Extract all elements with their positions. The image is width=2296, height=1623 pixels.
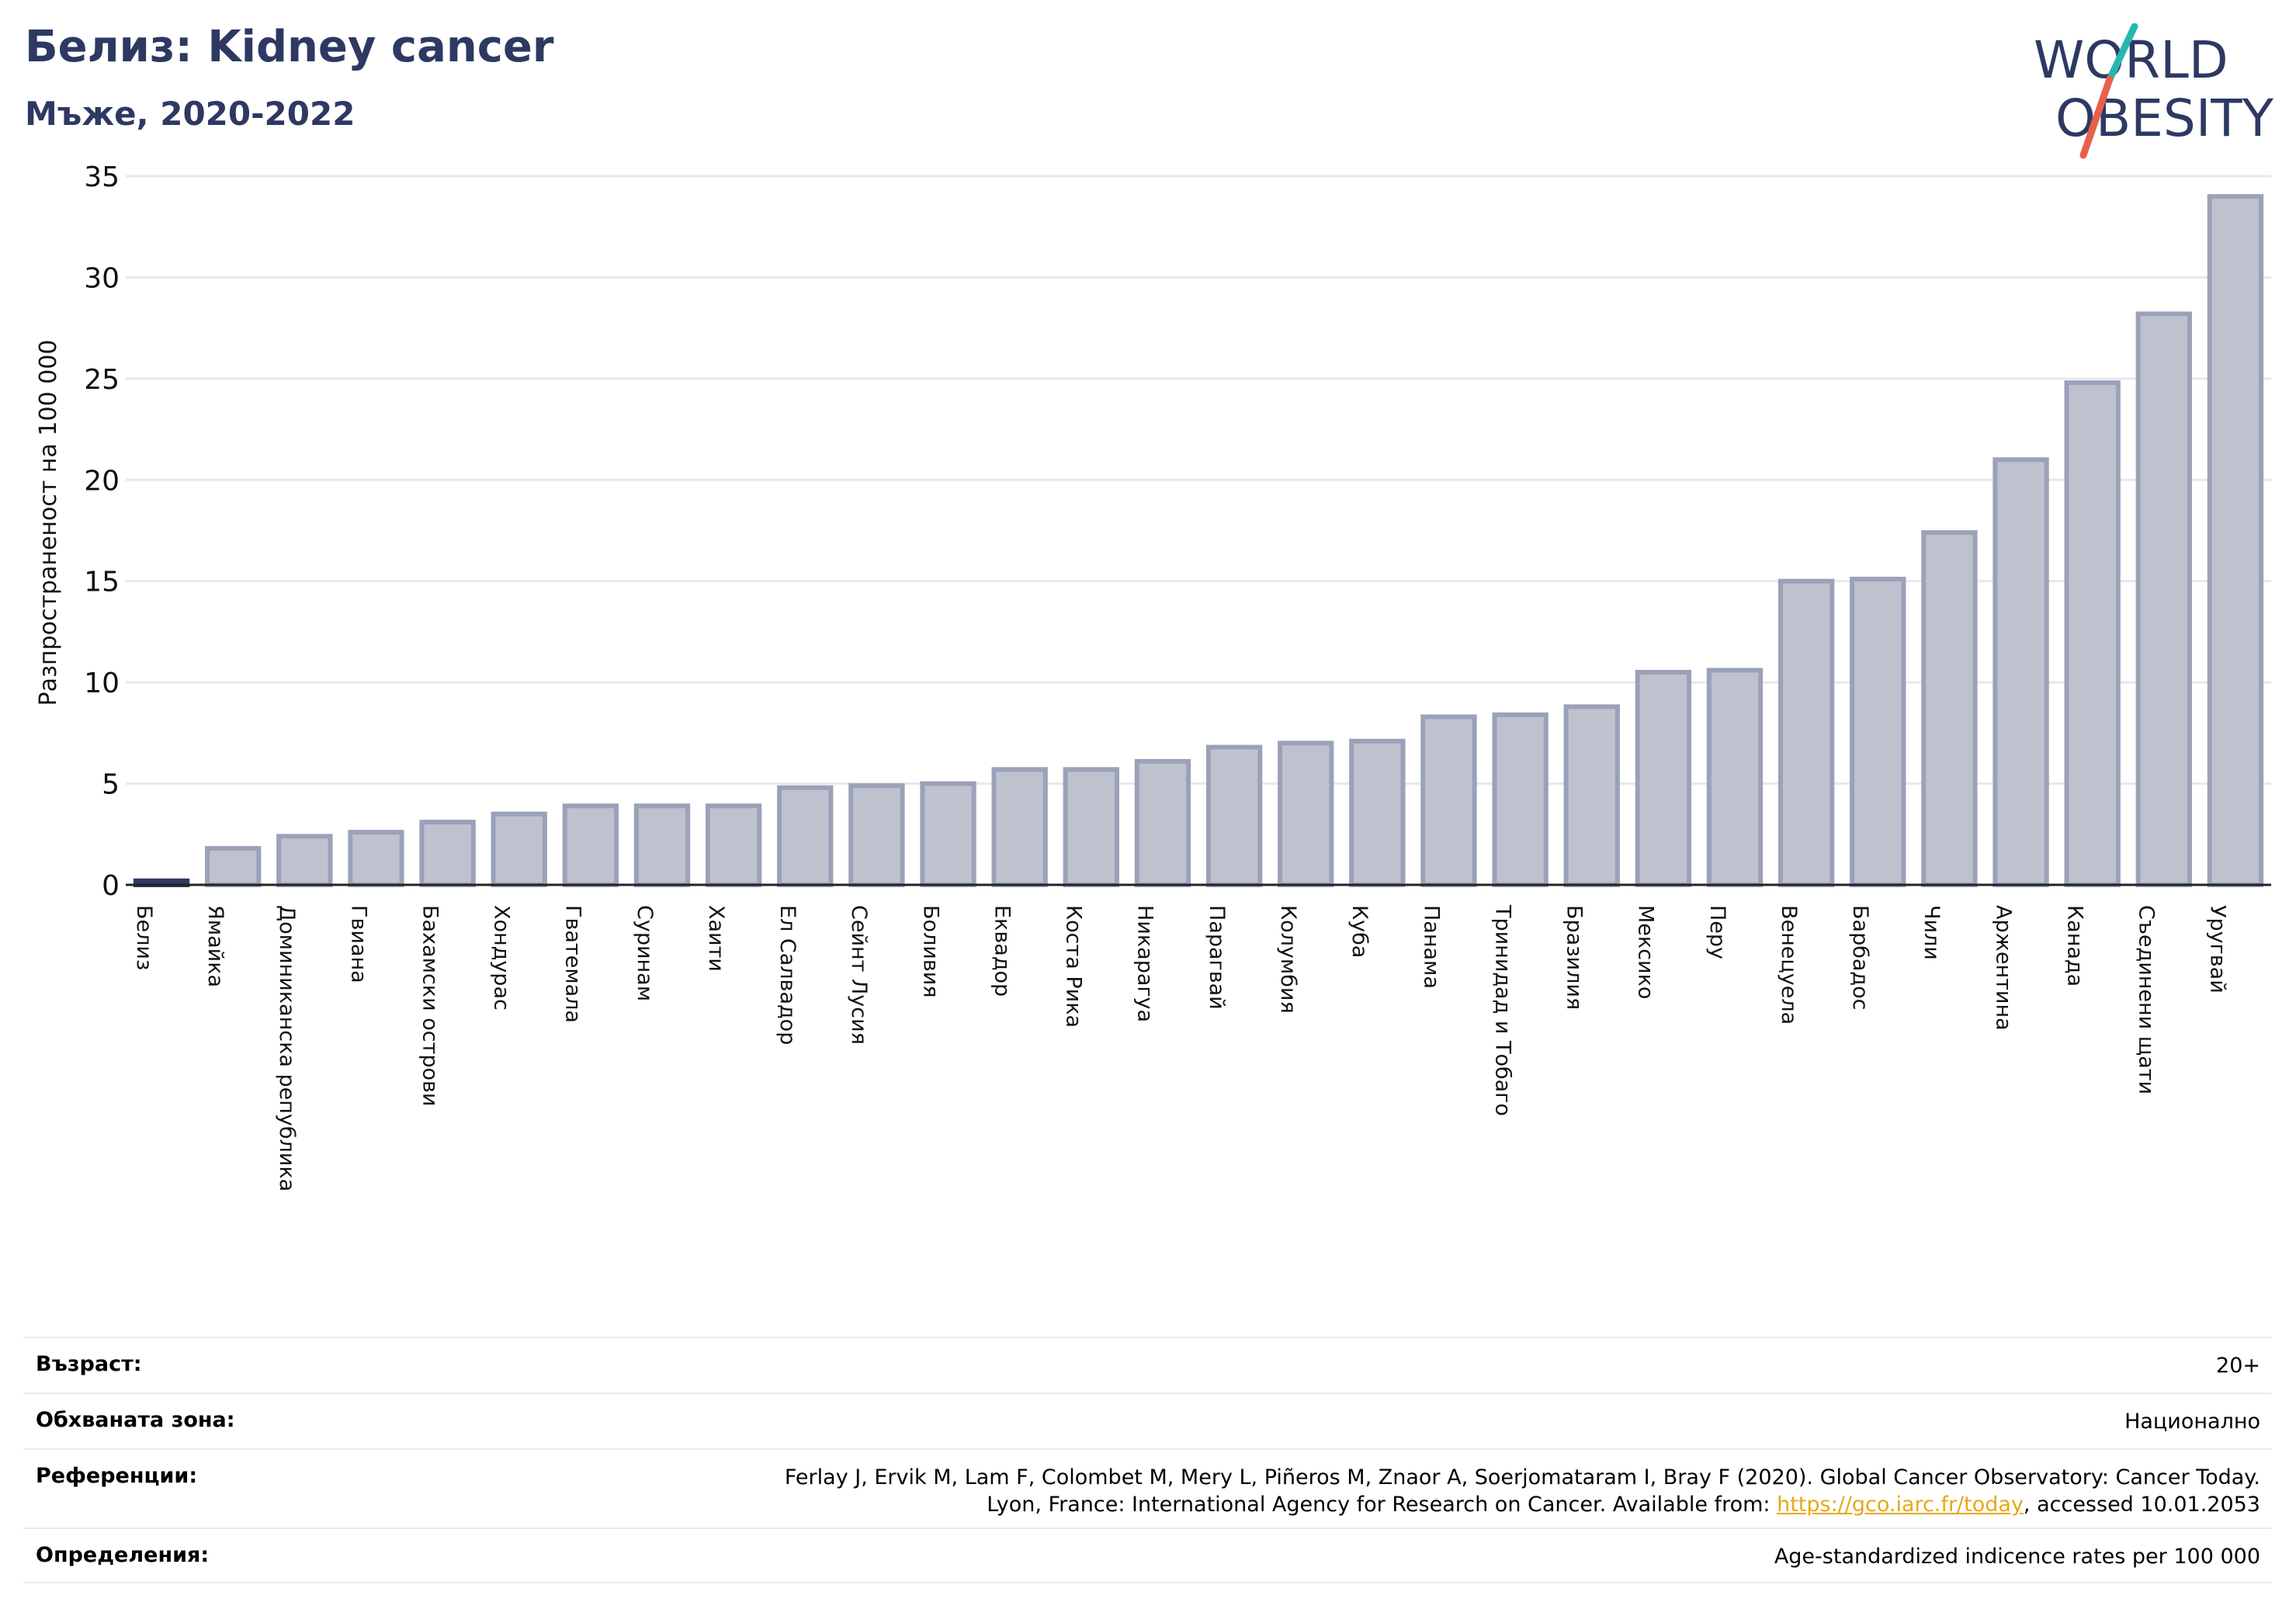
x-tick-label: Венецуела — [1777, 905, 1801, 1025]
bar-7 — [633, 803, 691, 888]
references-line-2-suffix: , accessed 10.01.2053 — [2023, 1493, 2260, 1517]
x-tick-label: Парагвай — [1205, 905, 1229, 1010]
x-tick-label: Чили — [1920, 905, 1944, 960]
bar-11 — [920, 781, 976, 887]
x-tick-label: Тринидад и Тобаго — [1490, 904, 1514, 1116]
info-row-references: Референции: Ferlay J, Ervik M, Lam F, Co… — [23, 1448, 2271, 1528]
bar-18 — [1420, 714, 1477, 888]
y-tick-label: 35 — [84, 161, 120, 193]
x-tick-label: Куба — [1347, 905, 1372, 958]
info-row-definitions: Определения: Age-standardized indicence … — [23, 1528, 2271, 1583]
logo-slash-top — [2106, 23, 2138, 83]
bar-1 — [205, 846, 262, 887]
x-tick-label: Суринам — [633, 905, 657, 1001]
bar-5 — [491, 811, 547, 887]
y-tick-label: 15 — [84, 567, 120, 598]
x-tick-label: Съединени щати — [2135, 905, 2159, 1094]
bar-8 — [705, 803, 762, 888]
x-tick-label: Бразилия — [1562, 905, 1587, 1010]
chart-subtitle: Мъже, 2020-2022 — [25, 95, 355, 133]
x-tick-label: Гватемала — [561, 905, 585, 1023]
x-tick-label: Никарагуа — [1133, 905, 1157, 1022]
age-value: 20+ — [2216, 1354, 2260, 1378]
definitions-label: Определения: — [36, 1543, 210, 1567]
definitions-value: Age-standardized indicence rates per 100… — [1774, 1545, 2260, 1569]
y-tick-label: 5 — [102, 769, 120, 801]
bar-9 — [777, 785, 834, 887]
x-tick-label: Колумбия — [1276, 905, 1300, 1014]
age-label: Възраст: — [36, 1352, 142, 1376]
x-axis-labels: Белиз Ямайка Доминиканска република Гвиана Б… — [132, 904, 2230, 1191]
area-label: Обхваната зона: — [36, 1408, 235, 1432]
bar-28 — [2135, 311, 2192, 887]
references-line-1: Ferlay J, Ervik M, Lam F, Colombet M, Me… — [784, 1465, 2260, 1489]
y-tick-label: 10 — [84, 668, 120, 699]
bar-16 — [1278, 740, 1334, 888]
bar-25 — [1921, 530, 1978, 887]
bar-4 — [419, 820, 476, 887]
x-tick-label: Белиз — [132, 905, 156, 970]
x-tick-label: Боливия — [918, 905, 942, 998]
bar-24 — [1850, 577, 1906, 887]
x-tick-label: Канада — [2062, 905, 2086, 987]
bar-21 — [1635, 670, 1692, 887]
x-tick-label: Гвиана — [346, 905, 370, 983]
x-tick-label: Аржентина — [1991, 905, 2015, 1031]
area-value: Национално — [2124, 1410, 2260, 1434]
info-row-area: Обхваната зона: Национално — [23, 1392, 2271, 1448]
x-tick-label: Бахамски острови — [418, 905, 442, 1106]
bar-10 — [848, 783, 905, 887]
x-tick-label: Перу — [1705, 905, 1729, 959]
bar-12 — [991, 767, 1048, 887]
bar-20 — [1563, 704, 1620, 888]
info-table: Възраст: 20+ Обхваната зона: Национално … — [23, 1337, 2271, 1583]
bar-14 — [1134, 758, 1191, 887]
x-tick-label: Хондурас — [490, 905, 514, 1011]
bar-17 — [1349, 738, 1406, 888]
x-tick-label: Уругвай — [2206, 905, 2230, 994]
chart-title: Белиз: Kidney cancer — [25, 22, 554, 72]
bar-29 — [2207, 194, 2264, 888]
x-tick-label: Сейнт Лусия — [847, 905, 871, 1045]
references-label: Референции: — [36, 1464, 198, 1488]
x-tick-label: Мексико — [1634, 905, 1658, 999]
bar-27 — [2064, 380, 2121, 887]
bar-22 — [1706, 668, 1764, 888]
bar-chart: 0 5 10 15 20 25 30 35 Белиз Ямайка Доминиканска р… — [35, 161, 2271, 1191]
x-tick-label: Барбадос — [1848, 905, 1872, 1010]
y-tick-label: 0 — [102, 870, 120, 902]
references-link[interactable]: https://gco.iarc.fr/today — [1777, 1493, 2024, 1517]
y-tick-label: 25 — [84, 364, 120, 396]
references-value: Ferlay J, Ervik M, Lam F, Colombet M, Me… — [785, 1464, 2260, 1518]
bar-3 — [348, 830, 404, 887]
x-tick-label: Панама — [1419, 905, 1443, 989]
x-tick-label: Ел Салвадор — [775, 905, 799, 1045]
y-axis-title: Разпространеност на 100 000 — [35, 340, 62, 706]
bar-6 — [562, 803, 619, 888]
bar-15 — [1205, 744, 1263, 887]
world-obesity-logo: WORLD OBESITY — [2034, 23, 2274, 159]
logo-slash-bottom — [2079, 75, 2114, 159]
references-line-2-prefix: Lyon, France: International Agency for R… — [987, 1493, 1777, 1517]
bar-13 — [1063, 767, 1119, 887]
x-tick-label: Хаити — [704, 905, 728, 972]
y-tick-label: 20 — [84, 465, 120, 497]
x-tick-label: Ямайка — [203, 905, 227, 987]
y-axis-ticks: 0 5 10 15 20 25 30 35 — [84, 161, 120, 902]
bar-23 — [1777, 578, 1835, 887]
bar-19 — [1492, 712, 1549, 887]
x-tick-label: Доминиканска република — [275, 905, 299, 1191]
x-tick-label: Еквадор — [990, 905, 1014, 997]
info-row-age: Възраст: 20+ — [23, 1337, 2271, 1392]
bar-26 — [1993, 457, 2049, 887]
y-tick-label: 30 — [84, 262, 120, 294]
bars — [133, 194, 2264, 888]
bar-2 — [276, 834, 333, 887]
x-tick-label: Коста Рика — [1062, 905, 1086, 1028]
